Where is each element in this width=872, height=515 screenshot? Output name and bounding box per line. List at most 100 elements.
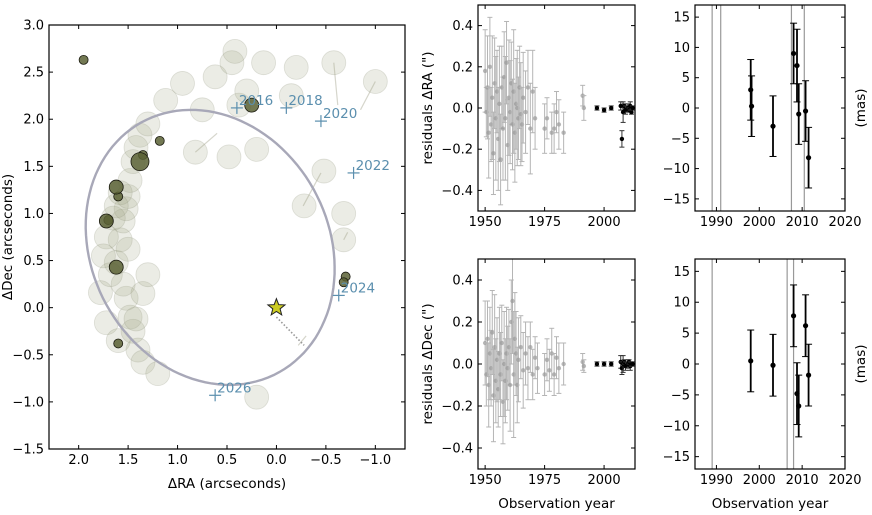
ra-long-axes: 1950 1975 2000 −0.4 −0.2 0.0 0.2 0.4 residuals Δ… [420, 4, 636, 230]
ra-zoom-axes: 1990 2000 2010 2020 −15 −10 −5 0 5 10 15 (mas) [663, 4, 869, 230]
ra-zoom-residual-point [796, 111, 802, 117]
ra-long-residual-point [618, 103, 623, 109]
ra-long-residual-point [503, 116, 508, 121]
ra-long-residual-point [549, 130, 554, 135]
ra-long-residual-point [498, 157, 503, 162]
ra-long-xtick-label: 1975 [528, 215, 561, 230]
orbit-xtick-label: −0.5 [310, 453, 342, 468]
ra-long-y-axis-label: residuals ΔRA (") [420, 51, 436, 164]
ra-zoom-residual-point [770, 123, 776, 129]
faint-observation-point [216, 144, 242, 170]
faint-observation-point [115, 236, 141, 262]
ra-long-residual-point [561, 130, 566, 135]
epoch-label: 2016 [239, 93, 273, 109]
epoch-label: 2026 [217, 380, 251, 396]
orbit-ytick-label: −0.5 [12, 348, 44, 363]
faint-observation-point [107, 227, 133, 253]
dec-zoom-x-axis-label: Observation year [712, 496, 829, 512]
ra-zoom-ytick-label: −10 [663, 162, 690, 177]
ra-zoom-ytick-label: −5 [671, 132, 690, 147]
ra-long-residual-point [497, 101, 502, 107]
orbit-xtick-label: 2.0 [68, 453, 89, 468]
track-line [297, 335, 307, 346]
faint-observation-point [362, 69, 388, 94]
dec-zoom-ytick-label: −10 [663, 419, 690, 434]
orbit-y-axis-label: ΔDec (arcseconds) [0, 174, 16, 300]
dec-long-residual-point [518, 345, 524, 350]
ra-long-xtick-label: 1950 [469, 215, 502, 230]
ra-long-frame [477, 4, 636, 212]
epoch-label: 2020 [323, 106, 357, 122]
ra-long-plot-area [482, 16, 635, 206]
dec-long-residual-point [523, 351, 528, 356]
orbit-ytick-label: −1.5 [12, 443, 44, 458]
faint-observation-point [251, 50, 276, 76]
faint-observation-point [222, 38, 248, 64]
dec-long-residual-point [528, 345, 533, 350]
dec-long-residual-point [561, 361, 566, 367]
epoch-label: 2024 [341, 280, 375, 296]
dec-long-residual-point [516, 357, 521, 362]
faint-observation-point [110, 271, 136, 297]
dec-zoom-residual-point [805, 372, 812, 378]
dec-long-residual-point [499, 340, 504, 346]
faint-observation-point [170, 71, 195, 96]
orbit-ellipse [84, 108, 336, 387]
dec-long-residual-point [594, 361, 600, 367]
track-line [359, 81, 376, 111]
orbit-x-axis-label: ΔRA (arcseconds) [168, 476, 286, 492]
dark-observation-point [130, 152, 150, 172]
dec-zoom-ytick-label: −5 [671, 388, 690, 403]
faint-observation-point [135, 262, 161, 288]
faint-observation-point [123, 306, 149, 332]
dec-long-y-axis-label: residuals ΔDec (") [420, 303, 436, 424]
orbit-xtick-label: 0.5 [217, 453, 238, 468]
ra-zoom-frame [694, 4, 846, 212]
ra-zoom-ytick-label: −15 [663, 192, 690, 207]
ra-zoom-residual-point [802, 108, 809, 114]
dec-long-residual-point [507, 382, 513, 388]
ra-long-ytick-label: −0.2 [441, 143, 473, 158]
faint-observation-point [291, 193, 317, 219]
dec-zoom-frame [694, 258, 846, 470]
ra-long-residual-point [486, 130, 491, 135]
faint-observation-point [321, 50, 347, 76]
dec-zoom-y-axis-label: (mas) [853, 345, 869, 384]
ra-long-residual-point [619, 136, 625, 142]
dec-zoom-residual-point [770, 362, 776, 368]
ra-long-residual-point [482, 68, 488, 74]
ra-zoom-xtick-label: 1990 [700, 215, 733, 230]
ra-long-residual-point [520, 95, 526, 100]
ra-long-residual-point [487, 64, 493, 70]
dec-long-plot-area [482, 259, 635, 445]
dark-observation-point [338, 277, 349, 288]
ra-long-ytick-label: 0.4 [452, 19, 473, 34]
ra-zoom-ytick-label: 15 [673, 11, 690, 26]
ra-long-ytick-label: 0.2 [452, 60, 473, 75]
ra-long-residual-point [523, 109, 528, 115]
orbit-axes: 2.0 1.5 1.0 0.5 0.0 −0.5 −1.0 −1.5 −1.0 −0.5 0.0 0.… [0, 19, 406, 492]
ra-zoom-ytick-label: 5 [682, 71, 690, 86]
ra-long-residual-point [554, 109, 559, 115]
dec-long-residual-point [542, 372, 547, 377]
dec-zoom-axes: 1990 2000 2010 2020 −15 −10 −5 0 5 10 15 Observatio… [663, 258, 869, 512]
dec-long-xtick-label: 1975 [528, 473, 561, 488]
host-star-marker [266, 297, 287, 317]
faint-observation-point [125, 337, 151, 363]
faint-observation-point [202, 64, 228, 90]
track-line [194, 132, 218, 153]
dec-zoom-xtick-label: 1990 [700, 473, 733, 488]
dec-long-residual-point [520, 368, 526, 373]
dec-long-ytick-label: 0.0 [452, 358, 473, 373]
dec-long-x-axis-label: Observation year [498, 496, 615, 512]
dec-long-ytick-label: −0.2 [441, 400, 473, 415]
ra-long-residual-point [629, 109, 634, 115]
dark-observation-point [113, 338, 124, 349]
dec-long-residual-point [490, 330, 495, 335]
faint-observation-point [117, 304, 143, 330]
orbit-ytick-label: 2.0 [23, 113, 44, 128]
faint-observation-point [244, 136, 270, 162]
ra-long-ytick-label: 0.0 [452, 102, 473, 117]
